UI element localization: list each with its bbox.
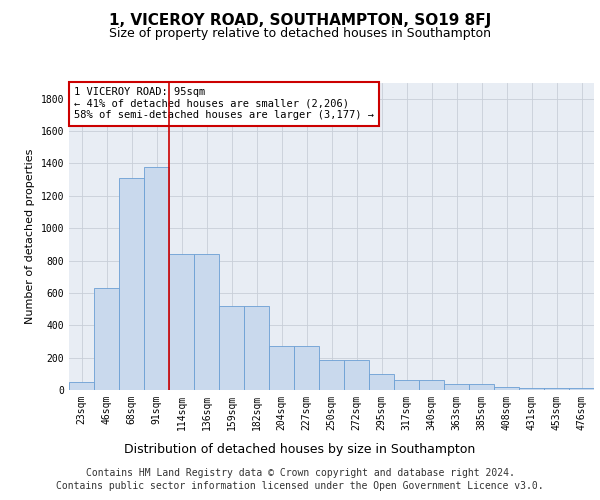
Bar [269, 346, 294, 390]
Bar [419, 380, 444, 390]
Bar [469, 384, 494, 390]
Bar [194, 254, 219, 390]
Bar [294, 346, 319, 390]
Bar [544, 388, 569, 390]
Bar [319, 360, 344, 390]
Text: Distribution of detached houses by size in Southampton: Distribution of detached houses by size … [124, 442, 476, 456]
Bar [244, 306, 269, 390]
Bar [394, 380, 419, 390]
Bar [369, 374, 394, 390]
Bar [219, 306, 244, 390]
Text: 1, VICEROY ROAD, SOUTHAMPTON, SO19 8FJ: 1, VICEROY ROAD, SOUTHAMPTON, SO19 8FJ [109, 12, 491, 28]
Bar [444, 384, 469, 390]
Text: Contains public sector information licensed under the Open Government Licence v3: Contains public sector information licen… [56, 481, 544, 491]
Bar [344, 360, 369, 390]
Text: 1 VICEROY ROAD: 95sqm
← 41% of detached houses are smaller (2,206)
58% of semi-d: 1 VICEROY ROAD: 95sqm ← 41% of detached … [74, 87, 374, 120]
Bar [569, 388, 594, 390]
Bar [169, 254, 194, 390]
Bar [494, 387, 519, 390]
Bar [69, 382, 94, 390]
Text: Size of property relative to detached houses in Southampton: Size of property relative to detached ho… [109, 28, 491, 40]
Y-axis label: Number of detached properties: Number of detached properties [25, 148, 35, 324]
Bar [519, 388, 544, 390]
Bar [119, 178, 144, 390]
Text: Contains HM Land Registry data © Crown copyright and database right 2024.: Contains HM Land Registry data © Crown c… [86, 468, 514, 477]
Bar [144, 166, 169, 390]
Bar [94, 288, 119, 390]
